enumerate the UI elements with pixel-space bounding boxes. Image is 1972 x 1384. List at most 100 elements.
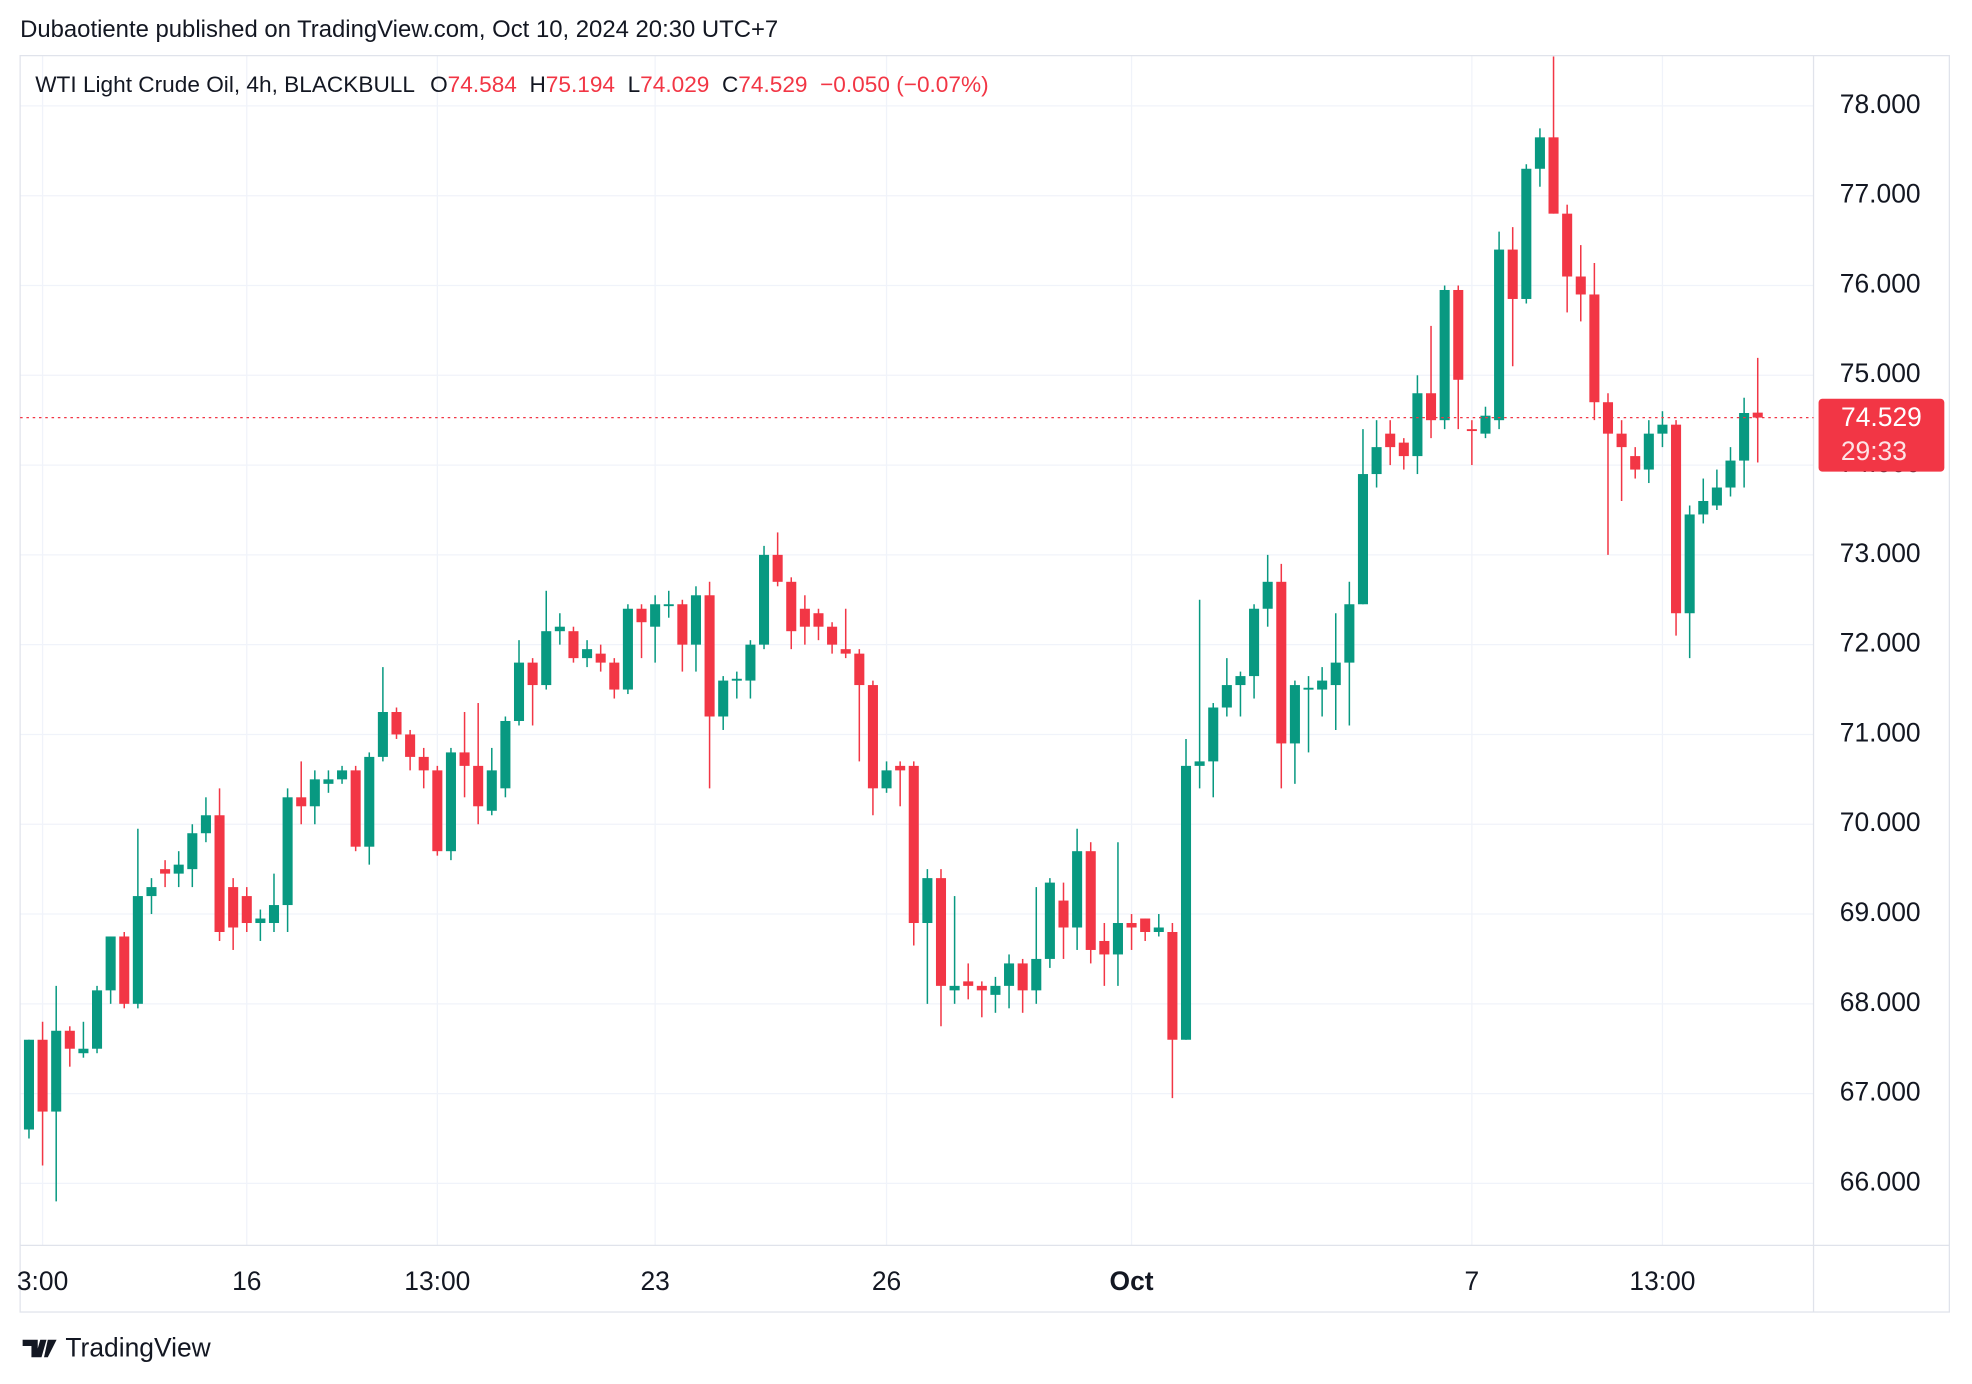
x-tick-label: 23 [640,1266,669,1296]
candle-body [1208,707,1219,762]
candle-body [1126,923,1137,928]
grid [20,55,1814,1246]
candle-body [1711,487,1722,506]
legend: WTI Light Crude Oil, 4h, BLACKBULL O74.58… [35,72,988,97]
candle-body [1466,429,1477,432]
y-tick-label: 68.000 [1840,987,1921,1017]
candle-body [759,554,770,645]
candle-body [935,878,947,986]
candle-body [37,1039,48,1112]
x-tick-label: Oct [1110,1266,1154,1296]
candle-body [1303,687,1314,690]
candle-body [78,1048,89,1054]
legend-prefix: C [722,72,738,97]
candle-body [1112,923,1123,955]
candle-body [445,752,456,852]
y-tick-label: 75.000 [1840,358,1921,388]
candle-body [990,985,1001,995]
candle-body [92,990,103,1049]
candle-body [595,653,606,663]
candle-body [1643,433,1654,470]
candle-body [582,649,593,659]
candle-body [840,649,851,654]
candle-body [1221,685,1232,708]
brand: TradingView [22,1333,212,1363]
candle-body [1752,412,1763,418]
candle-body [1235,676,1246,686]
candle-body [1004,963,1015,986]
candle-body [1099,940,1110,955]
candle-body [64,1030,75,1049]
candle-body [119,936,130,1004]
candle-body [364,756,375,847]
candle-body [690,595,702,645]
candle-body [486,770,497,811]
candle-body [1398,442,1409,457]
candle-body [1289,685,1300,744]
candle-body [187,833,198,870]
candle-body [1058,900,1069,928]
candle-body [718,680,729,717]
candle-body [132,896,143,1004]
axis-labels: 66.000 67.000 68.000 69.000 70.000 71.000 72.0… [17,89,1945,1296]
y-tick-label: 71.000 [1840,717,1921,747]
candle-body [1085,851,1096,950]
candle-body [1494,249,1505,421]
candle-body [908,765,919,924]
y-tick-label: 66.000 [1840,1166,1921,1196]
candle-body [1684,514,1695,614]
candle-body [432,770,443,852]
candle-body [786,581,797,632]
candle-body [881,770,892,789]
candle-body [337,770,348,780]
y-tick-label: 77.000 [1840,179,1921,209]
y-tick-label: 73.000 [1840,538,1921,568]
candle-body [650,604,661,627]
candle-body [1180,765,1192,1040]
candle-body [228,887,239,928]
x-tick-label: 13:00 [404,1266,470,1296]
candle-body [160,869,171,874]
candle-body [1017,963,1028,991]
candle-body [296,797,307,807]
candle-body [1698,500,1709,515]
candle-body [854,653,865,686]
candle-body [1562,213,1573,277]
brand-name: TradingView [65,1333,211,1363]
candle-body [146,887,157,897]
candle-body [1031,958,1042,991]
last-price-box [1818,398,1945,472]
candle-body [1072,851,1083,928]
candle-body [1276,581,1287,744]
candle-body [636,608,647,623]
candle-body [1371,447,1382,475]
candle-body [963,981,974,986]
candle-body [268,905,280,924]
x-tick-label: 26 [872,1266,901,1296]
candle-body [1357,474,1369,605]
candle-body [1602,402,1614,434]
candle-body [799,608,810,627]
candle-body [1630,456,1641,470]
candle-body [323,779,334,784]
legend-prefix: O [430,72,448,97]
x-tick-label: 3:00 [17,1266,68,1296]
x-tick-label: 7 [1465,1266,1480,1296]
candle-body [609,662,620,690]
y-tick-label: 69.000 [1840,897,1921,927]
candles [20,56,1814,1202]
candle-body [200,815,211,834]
x-tick-label: 16 [232,1266,261,1296]
candle-body [1616,433,1627,448]
last-price-label: 74.529 [1841,402,1922,432]
candle-body [1167,931,1178,1040]
candle-body [1044,882,1055,959]
candle-body [1385,433,1396,448]
x-tick-label: 13:00 [1629,1266,1695,1296]
candle-body [949,985,960,991]
candle-body [1262,581,1273,609]
candle-body [391,712,402,735]
candle-body [1249,608,1260,677]
